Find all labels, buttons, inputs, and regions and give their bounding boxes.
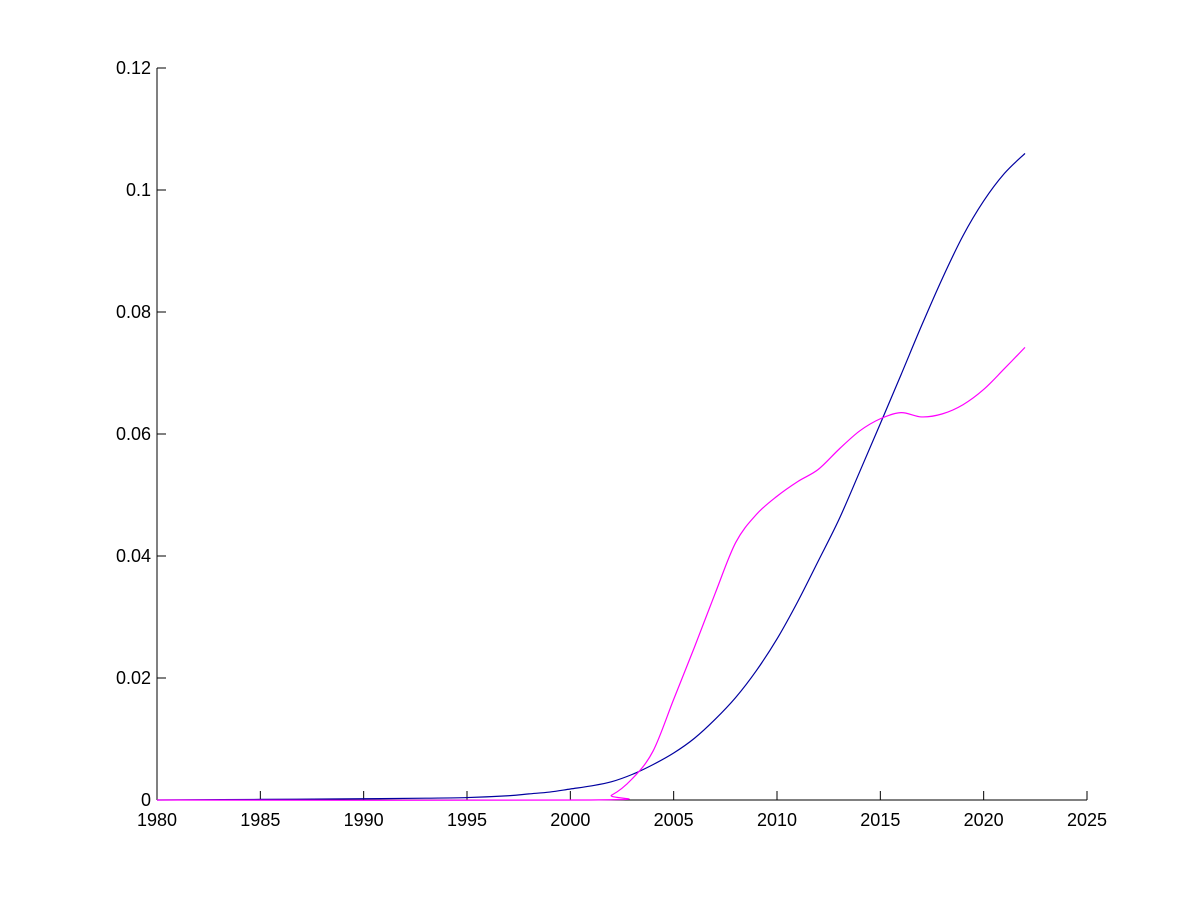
x-tick-label: 2020 [964, 810, 1004, 830]
x-tick-label: 1980 [137, 810, 177, 830]
x-tick-label: 1985 [240, 810, 280, 830]
axes [156, 67, 1088, 801]
y-tick-label: 0.04 [116, 546, 151, 566]
tick-labels: 1980 1985 1990 1995 2000 2005 2010 2015 2020 2025… [116, 58, 1107, 830]
y-tick-label: 0.02 [116, 668, 151, 688]
x-tick-label: 1995 [447, 810, 487, 830]
series-line-1 [156, 152, 1026, 801]
y-tick-label: 0.12 [116, 58, 151, 78]
x-tick-label: 2015 [860, 810, 900, 830]
x-tick-label: 2005 [654, 810, 694, 830]
y-tick-label: 0.06 [116, 424, 151, 444]
series-line-2 [156, 346, 1026, 801]
x-tick-label: 2010 [757, 810, 797, 830]
y-tick-label: 0 [141, 790, 151, 810]
x-tick-label: 1990 [344, 810, 384, 830]
series-layer [156, 152, 1026, 801]
y-tick-label: 0.1 [126, 180, 151, 200]
y-tick-label: 0.08 [116, 302, 151, 322]
x-tick-label: 2025 [1067, 810, 1107, 830]
x-tick-label: 2000 [550, 810, 590, 830]
